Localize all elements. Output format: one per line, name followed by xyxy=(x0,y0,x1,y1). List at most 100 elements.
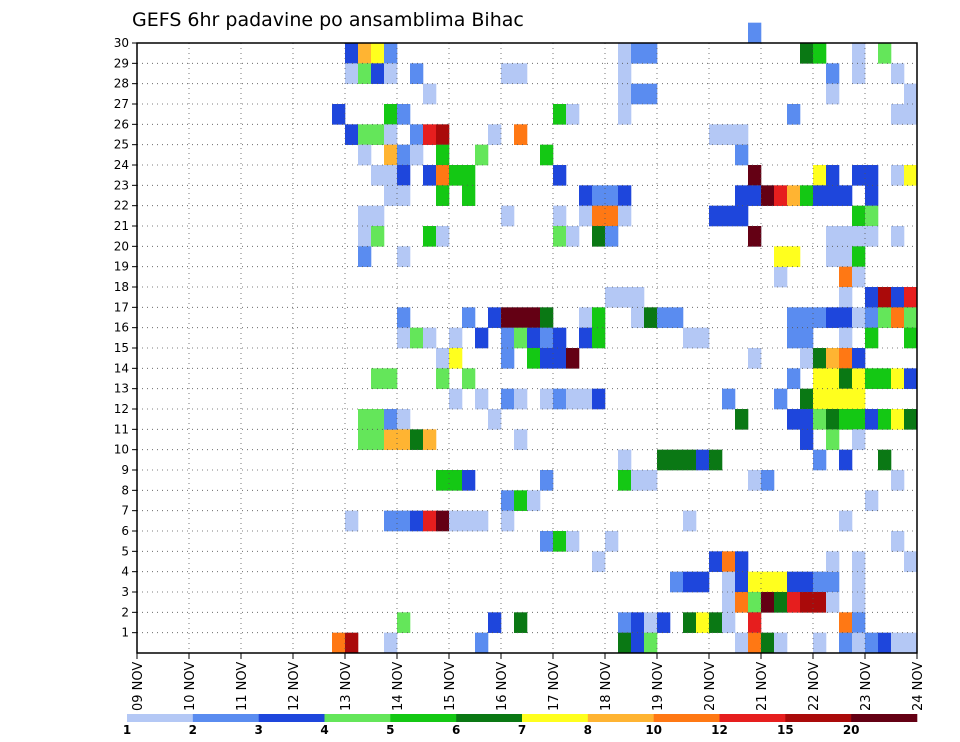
heatmap-cell xyxy=(540,327,554,349)
heatmap-cell xyxy=(566,348,580,369)
heatmap-cell xyxy=(813,43,827,64)
heatmap-cell xyxy=(436,144,450,166)
x-tick-label: 17 NOV xyxy=(547,662,562,711)
x-tick-label: 12 NOV xyxy=(287,662,302,711)
heatmap-cell xyxy=(501,63,515,84)
heatmap-cell xyxy=(436,165,450,186)
heatmap-cell xyxy=(891,287,905,308)
heatmap-cell xyxy=(644,307,658,328)
x-tick-label: 22 NOV xyxy=(807,662,822,711)
heatmap-cell xyxy=(904,632,918,654)
heatmap-cell xyxy=(449,470,463,491)
heatmap-cell xyxy=(631,632,645,654)
heatmap-cell xyxy=(644,470,658,491)
x-axis: 09 NOV 10 NOV 11 NOV 12 NOV 13 NOV 14 NOV 15 N… xyxy=(131,653,926,711)
heatmap-cell xyxy=(839,266,853,288)
heatmap-cell xyxy=(384,165,398,186)
heatmap-cell xyxy=(527,490,541,511)
colorbar-label: 6 xyxy=(452,723,460,737)
x-tick-label: 24 NOV xyxy=(911,662,926,711)
heatmap-cell xyxy=(813,307,827,328)
heatmap-cell xyxy=(735,409,749,430)
heatmap-cell xyxy=(839,388,853,410)
heatmap-cell xyxy=(878,307,892,328)
heatmap-cell xyxy=(800,327,814,349)
heatmap-cell xyxy=(384,510,398,532)
heatmap-cell xyxy=(605,531,619,552)
heatmap-cell xyxy=(826,63,840,84)
colorbar-segment xyxy=(324,714,391,722)
heatmap-cell xyxy=(813,449,827,471)
heatmap-cell xyxy=(462,165,476,186)
y-tick-label: 5 xyxy=(121,544,129,558)
heatmap-cell xyxy=(423,165,437,186)
heatmap-cell xyxy=(904,307,918,328)
y-axis: 1234567891011121314151617181920212223242… xyxy=(114,36,137,640)
heatmap-cell xyxy=(852,266,866,288)
heatmap-cell xyxy=(826,571,840,593)
heatmap-cell xyxy=(748,592,762,613)
heatmap-cell xyxy=(358,226,372,247)
heatmap-cell xyxy=(618,287,632,308)
colorbar-label: 1 xyxy=(123,723,131,737)
heatmap-cell xyxy=(514,327,528,349)
y-tick-label: 20 xyxy=(114,239,129,253)
heatmap-cell xyxy=(397,307,411,328)
heatmap-cell xyxy=(787,409,801,430)
y-tick-label: 11 xyxy=(114,422,129,436)
colorbar-segment xyxy=(522,714,589,722)
heatmap-cell xyxy=(384,368,398,389)
heatmap-cell xyxy=(540,307,554,328)
heatmap-cell xyxy=(696,449,710,471)
colorbar-label: 8 xyxy=(584,723,592,737)
y-tick-label: 21 xyxy=(114,219,129,233)
heatmap-cell xyxy=(813,368,827,389)
heatmap-cell xyxy=(384,63,398,84)
heatmap-cell xyxy=(397,510,411,532)
heatmap-cell xyxy=(852,632,866,654)
colorbar-label: 2 xyxy=(189,723,197,737)
heatmap-cell xyxy=(826,165,840,186)
x-tick-label: 09 NOV xyxy=(131,662,146,711)
heatmap-cell xyxy=(644,632,658,654)
heatmap-cell xyxy=(410,124,424,145)
heatmap-cell xyxy=(852,205,866,227)
heatmap-cell xyxy=(605,185,619,206)
heatmap-cell xyxy=(904,83,918,105)
heatmap-cell xyxy=(670,449,684,471)
heatmap-cell xyxy=(514,388,528,410)
heatmap-cell xyxy=(683,327,697,349)
heatmap-cell xyxy=(345,63,359,84)
heatmap-cell xyxy=(631,470,645,491)
heatmap-cell xyxy=(826,246,840,267)
heatmap-cell xyxy=(540,348,554,369)
heatmap-cell xyxy=(592,185,606,206)
heatmap-cell xyxy=(436,226,450,247)
colorbar-segment xyxy=(192,714,259,722)
heatmap-cell xyxy=(839,185,853,206)
heatmap-cell xyxy=(826,388,840,410)
colorbar-segment xyxy=(456,714,523,722)
heatmap-cell xyxy=(852,592,866,613)
heatmap-cell xyxy=(423,124,437,145)
heatmap-cell xyxy=(891,409,905,430)
heatmap-cell xyxy=(618,470,632,491)
y-tick-label: 14 xyxy=(114,361,129,375)
heatmap-cell xyxy=(332,104,346,125)
heatmap-cell xyxy=(722,571,736,593)
heatmap-cell xyxy=(462,510,476,532)
heatmap-cell xyxy=(891,165,905,186)
heatmap-cell xyxy=(735,185,749,206)
y-tick-label: 4 xyxy=(121,565,129,579)
heatmap-cell xyxy=(735,205,749,227)
heatmap-cell xyxy=(397,246,411,267)
x-tick-label: 23 NOV xyxy=(859,662,874,711)
heatmap-cell xyxy=(722,612,736,633)
heatmap-cell xyxy=(709,551,723,572)
heatmap-cell xyxy=(566,226,580,247)
heatmap-cell xyxy=(839,449,853,471)
heatmap-cell xyxy=(618,612,632,633)
y-tick-label: 23 xyxy=(114,178,129,192)
heatmap-cell xyxy=(878,632,892,654)
heatmap-cell xyxy=(332,632,346,654)
